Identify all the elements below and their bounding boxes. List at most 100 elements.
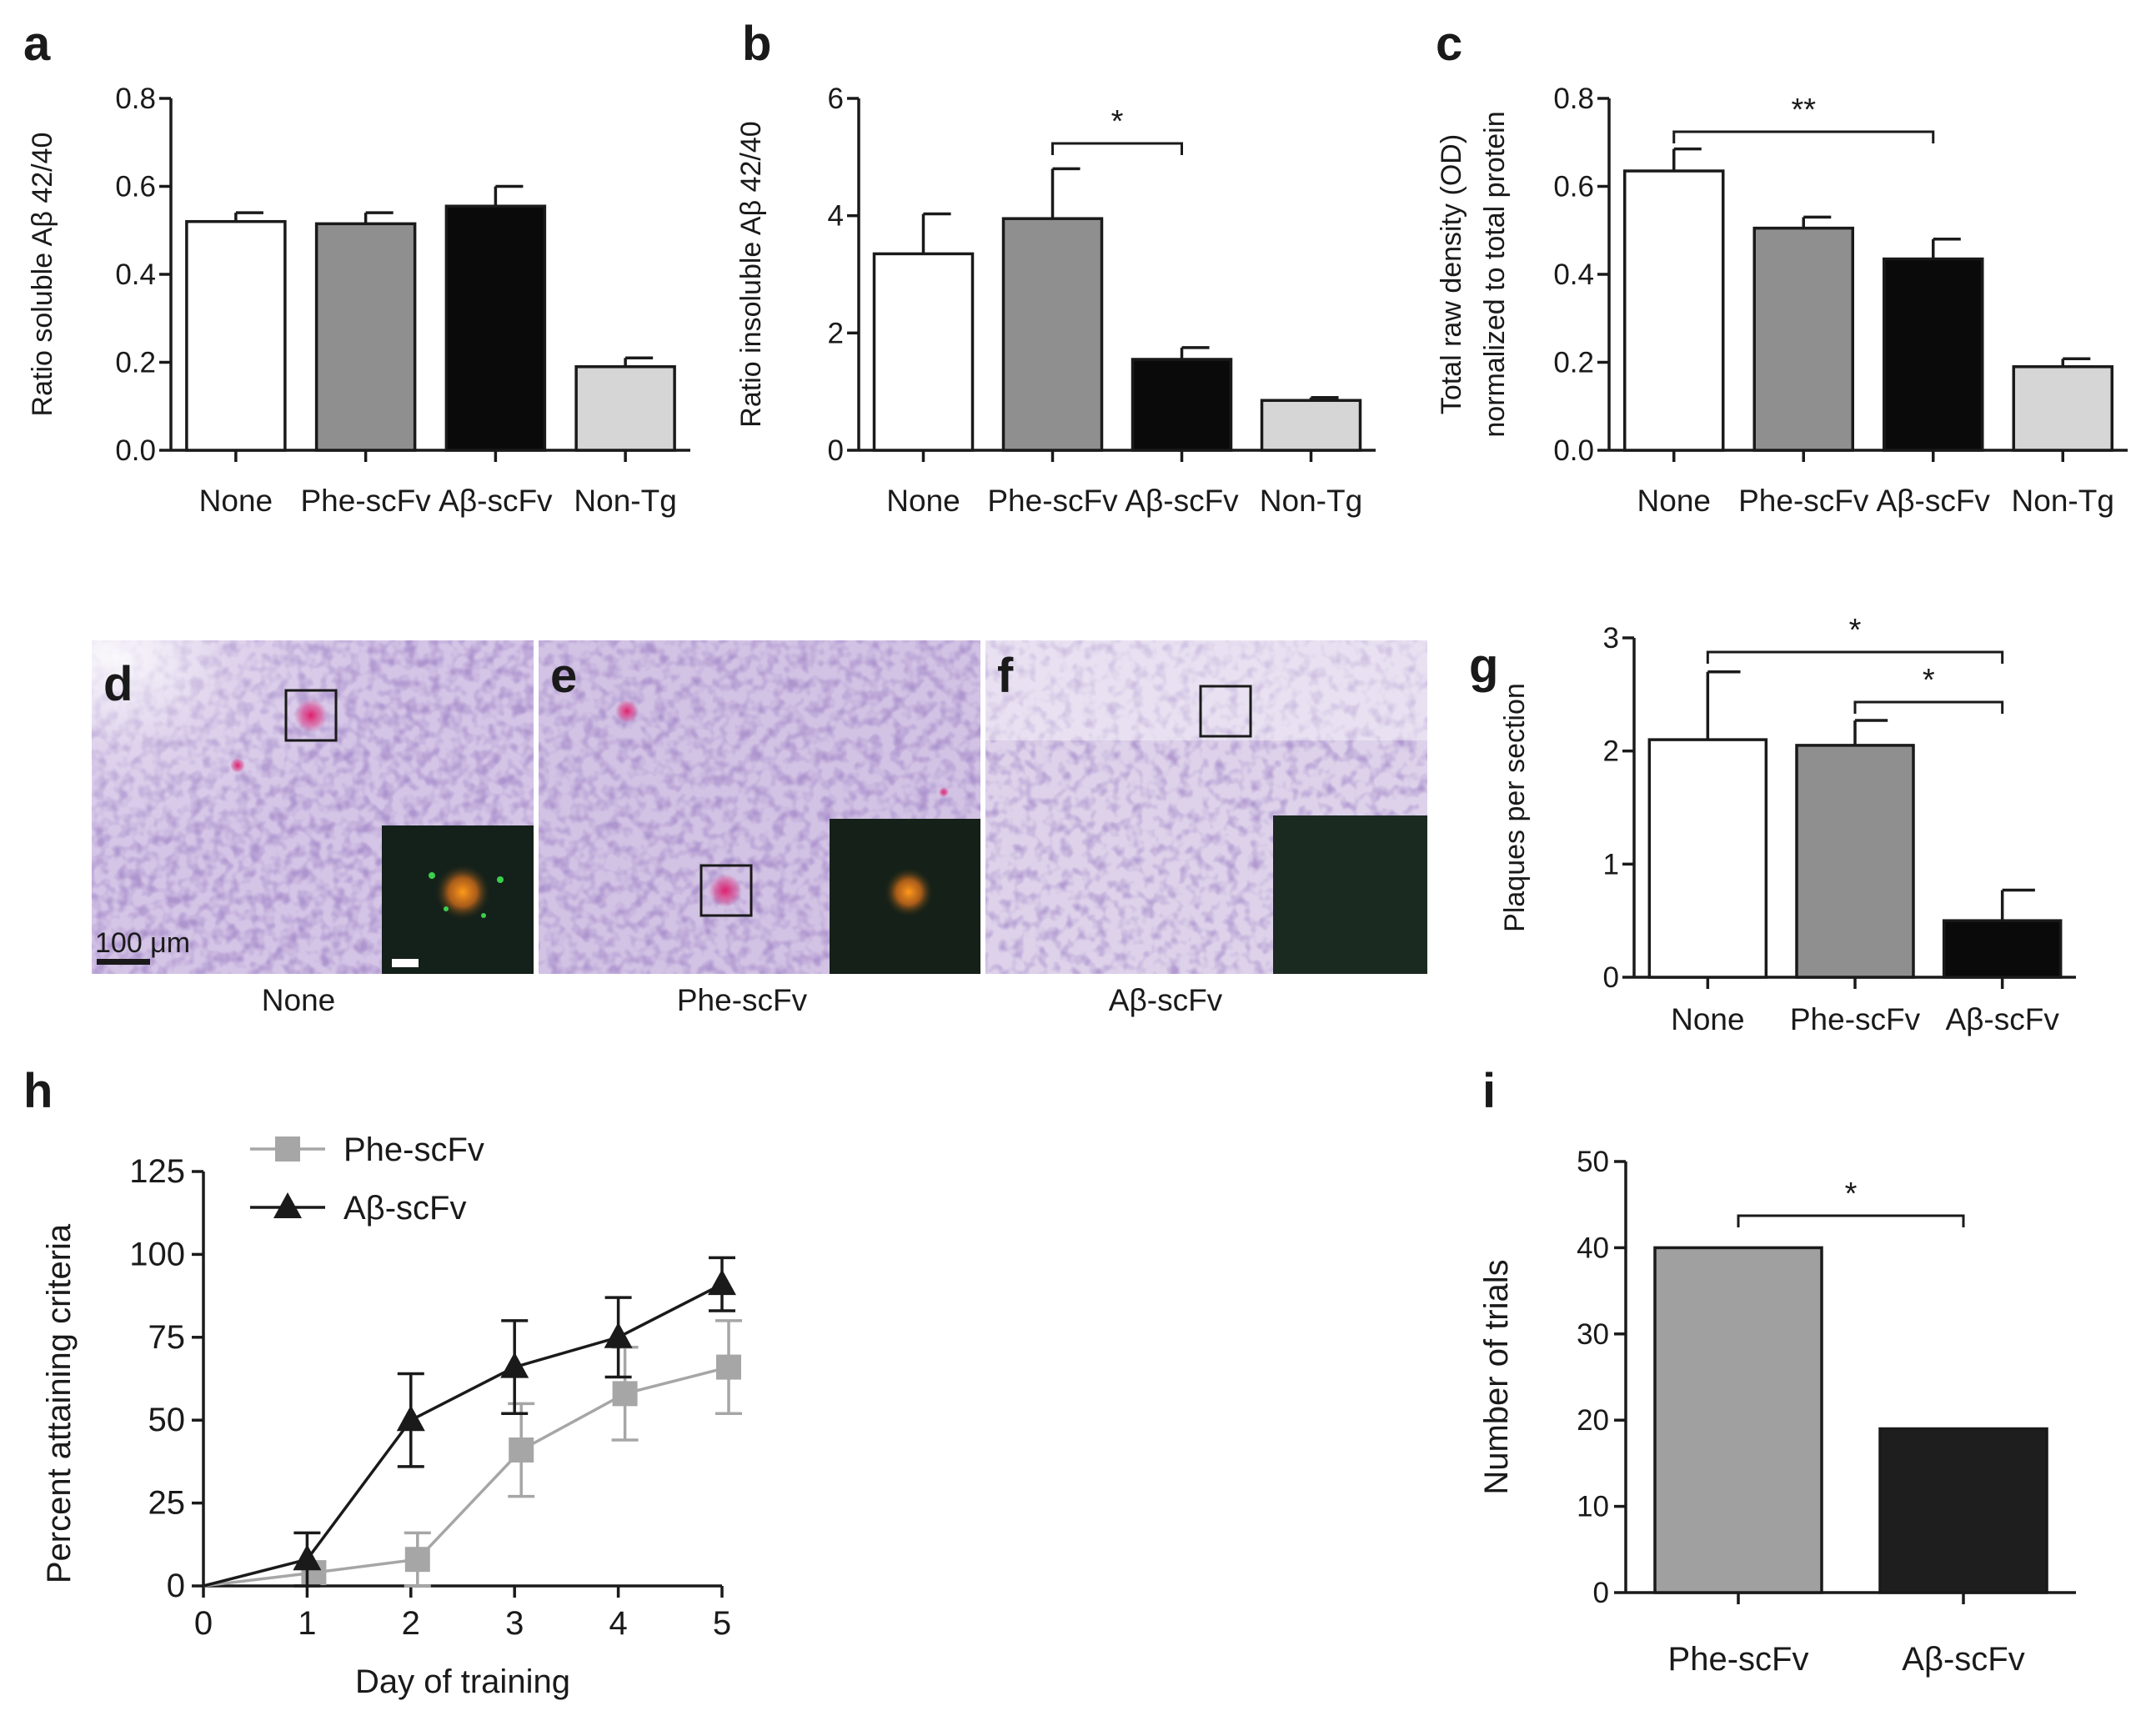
data-point-phe-scfv — [716, 1354, 741, 1380]
y-tick-label: 30 — [1577, 1318, 1609, 1351]
y-tick-label: 0.6 — [115, 171, 156, 203]
scale-bar — [97, 959, 150, 965]
y-axis-label: Total raw density (OD) — [1436, 134, 1467, 414]
y-tick-label: 50 — [148, 1402, 186, 1438]
significance-bracket — [1853, 700, 2004, 714]
data-point-ab-scfv — [604, 1322, 633, 1348]
histology-panel-d: 100 μm — [92, 640, 534, 974]
data-point-ab-scfv — [708, 1269, 736, 1296]
y-tick-label: 0.4 — [115, 258, 156, 291]
bar-phe-scfv — [1001, 217, 1104, 452]
category-label: Aβ-scFv — [1125, 484, 1239, 518]
bar-none — [1623, 169, 1725, 452]
histology-panel-e — [539, 640, 980, 974]
category-label: Aβ-scFv — [439, 484, 553, 518]
x-tick-label: 4 — [609, 1605, 627, 1642]
category-label: Non-Tg — [2012, 484, 2114, 518]
plaque-roi-box — [699, 864, 753, 917]
x-axis-label: Day of training — [355, 1663, 570, 1700]
y-tick-label: 6 — [828, 83, 844, 115]
panel-label-i: i — [1482, 1064, 1496, 1118]
bar-phe-scfv — [1752, 226, 1854, 452]
amyloid-plaque — [294, 699, 328, 732]
bar-phe-scfv — [1795, 744, 1915, 979]
bar-phe-scfv — [314, 222, 417, 452]
category-label: Aβ-scFv — [1945, 1002, 2059, 1036]
chart-h: 0 25 50 75 100 125 0 1 2 3 4 5 Day of training Percen… — [41, 1131, 742, 1700]
panel-label-b: b — [742, 17, 771, 71]
y-tick-label: 0.0 — [115, 434, 156, 467]
significance-bracket — [1051, 142, 1183, 155]
y-tick-label: 0 — [828, 434, 844, 467]
significance-marker: ** — [1791, 93, 1816, 128]
significance-bracket — [1672, 130, 1935, 143]
y-tick-label: 40 — [1577, 1232, 1609, 1264]
panel-label-c: c — [1436, 17, 1462, 71]
bar-none — [1647, 738, 1768, 979]
y-tick-label: 4 — [828, 200, 844, 233]
legend-label: Phe-scFv — [343, 1131, 484, 1168]
category-label: Phe-scFv — [300, 484, 431, 518]
y-axis-label: Plaques per section — [1499, 683, 1531, 932]
series-line-ab-scfv — [203, 1282, 723, 1588]
category-label: Non-Tg — [1260, 484, 1362, 518]
legend-label: Aβ-scFv — [343, 1190, 466, 1227]
significance-bracket — [1737, 1214, 1965, 1227]
data-point-ab-scfv — [293, 1544, 322, 1571]
bar-ab-scfv — [444, 204, 547, 452]
histology-caption-f: Aβ-scFv — [1109, 983, 1223, 1017]
category-label: None — [1671, 1002, 1744, 1036]
significance-bracket — [1706, 650, 2004, 664]
y-tick-label: 0.8 — [115, 83, 156, 115]
y-tick-label: 2 — [1603, 735, 1619, 768]
chart-g: 0 1 2 3 None Phe-scFv Aβ-scFv Plaques per secti… — [1499, 613, 2076, 1036]
y-tick-label: 0.0 — [1553, 434, 1594, 467]
category-label: None — [1637, 484, 1711, 518]
significance-marker: * — [1849, 613, 1862, 648]
data-point-ab-scfv — [500, 1352, 529, 1378]
y-tick-label: 10 — [1577, 1491, 1609, 1523]
category-label: Aβ-scFv — [1877, 484, 1991, 518]
category-label: Non-Tg — [574, 484, 676, 518]
category-label: Phe-scFv — [1738, 484, 1869, 518]
y-tick-label: 2 — [828, 317, 844, 349]
bar-ab-scfv — [1883, 257, 1984, 452]
category-label: Phe-scFv — [987, 484, 1118, 518]
bar-phe-scfv — [1653, 1246, 1823, 1594]
category-label: Phe-scFv — [1668, 1641, 1809, 1678]
plaque-roi-box — [1199, 685, 1252, 738]
significance-marker: * — [1111, 104, 1124, 139]
y-tick-label: 3 — [1603, 622, 1619, 655]
chart-i: 0 10 20 30 40 50 Phe-scFv Aβ-scFv Number of tria… — [1478, 1146, 2076, 1678]
panel-label-d: d — [103, 657, 133, 711]
y-tick-label: 100 — [129, 1236, 185, 1272]
y-tick-label: 0.8 — [1553, 83, 1594, 115]
panel-label-a: a — [23, 17, 51, 71]
category-label: Phe-scFv — [1790, 1002, 1921, 1036]
bar-non-tg — [1260, 399, 1362, 452]
histology-panel-f — [985, 640, 1427, 974]
bar-ab-scfv — [1878, 1427, 2048, 1594]
x-tick-label: 1 — [298, 1605, 316, 1642]
x-tick-label: 3 — [505, 1605, 524, 1642]
y-tick-label: 0.6 — [1553, 171, 1594, 203]
bar-none — [872, 252, 975, 452]
y-axis-label: Ratio soluble Aβ 42/40 — [27, 133, 58, 417]
x-tick-label: 0 — [194, 1605, 213, 1642]
series-line-phe-scfv — [203, 1365, 730, 1588]
panel-label-f: f — [997, 649, 1014, 703]
y-tick-label: 75 — [148, 1319, 186, 1356]
data-point-phe-scfv — [612, 1381, 638, 1407]
chart-a: 0.0 0.2 0.4 0.6 0.8 None Phe-scFv Aβ-scFv Non-Tg… — [27, 83, 690, 518]
y-tick-label: 1 — [1603, 848, 1619, 881]
x-tick-label: 5 — [713, 1605, 731, 1642]
y-tick-label: 0.2 — [115, 347, 156, 379]
y-axis-label: normalized to total protein — [1479, 111, 1511, 437]
y-tick-label: 25 — [148, 1485, 186, 1522]
panel-label-e: e — [550, 649, 577, 703]
y-axis-label: Ratio insoluble Aβ 42/40 — [735, 121, 767, 427]
category-label: Aβ-scFv — [1902, 1641, 2024, 1678]
chart-b: 0 2 4 6 None Phe-scFv Aβ-scFv Non-Tg Ratio insol… — [735, 83, 1376, 518]
y-axis-label: Percent attaining criteria — [41, 1223, 78, 1583]
bar-ab-scfv — [1131, 358, 1233, 452]
